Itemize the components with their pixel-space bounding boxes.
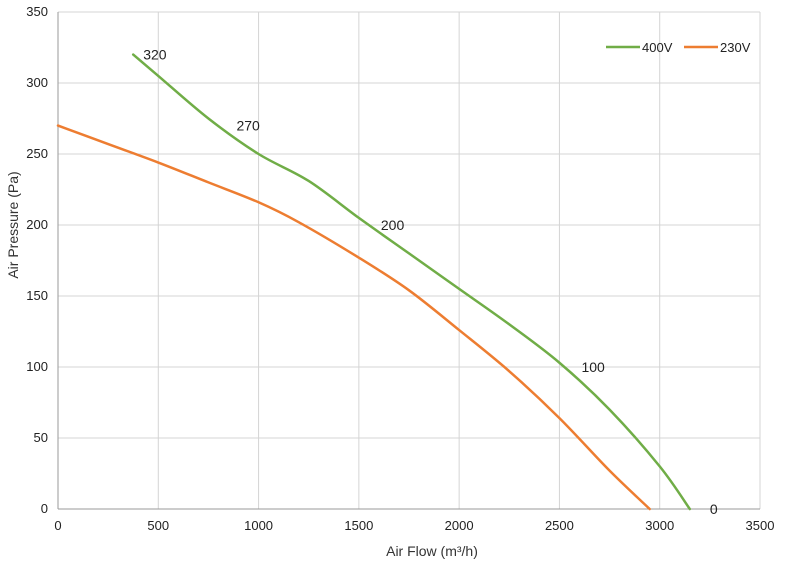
x-tick-labels: 0 500 1000 1500 2000 2500 3000 3500: [54, 518, 774, 533]
data-annotation: 100: [581, 359, 605, 375]
axes: [57, 12, 760, 510]
x-tick-label: 3000: [645, 518, 674, 533]
data-annotation: 320: [143, 47, 167, 63]
y-tick-label: 100: [26, 359, 48, 374]
y-tick-label: 350: [26, 4, 48, 19]
y-tick-label: 200: [26, 217, 48, 232]
y-tick-label: 300: [26, 75, 48, 90]
x-tick-label: 1000: [244, 518, 273, 533]
legend: 400V 230V: [606, 40, 751, 55]
data-annotation: 270: [236, 118, 260, 134]
x-tick-label: 3500: [746, 518, 775, 533]
data-annotation: 200: [381, 217, 405, 233]
y-tick-label: 0: [41, 501, 48, 516]
grid: [57, 11, 761, 510]
legend-label: 400V: [642, 40, 673, 55]
data-annotations: 320 270 200 100 0: [143, 47, 718, 517]
x-axis-title: Air Flow (m³/h): [386, 543, 478, 559]
y-tick-labels: 0 50 100 150 200 250 300 350: [26, 4, 48, 516]
y-axis-title: Air Pressure (Pa): [5, 171, 21, 278]
series-line-230v: [56, 124, 651, 511]
y-tick-label: 250: [26, 146, 48, 161]
x-tick-label: 2500: [545, 518, 574, 533]
x-tick-label: 500: [147, 518, 169, 533]
y-tick-label: 50: [34, 430, 48, 445]
x-tick-label: 1500: [344, 518, 373, 533]
series-lines: [56, 53, 692, 511]
x-tick-label: 0: [54, 518, 61, 533]
x-tick-label: 2000: [445, 518, 474, 533]
data-annotation: 0: [710, 501, 718, 517]
y-tick-label: 150: [26, 288, 48, 303]
legend-label: 230V: [720, 40, 751, 55]
series-line-400v: [131, 53, 692, 511]
